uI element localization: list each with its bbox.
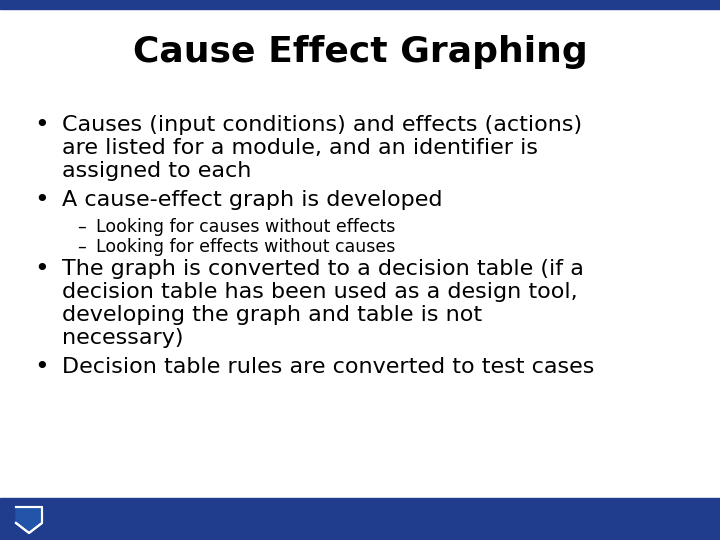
- Text: –: –: [78, 238, 86, 256]
- Text: Decision table rules are converted to test cases: Decision table rules are converted to te…: [62, 357, 595, 377]
- Text: necessary): necessary): [62, 328, 184, 348]
- Text: •: •: [35, 355, 50, 379]
- Text: assigned to each: assigned to each: [62, 161, 251, 181]
- Bar: [0, 0, 720, 9]
- Text: •: •: [35, 188, 50, 212]
- Bar: [6, 501, 52, 537]
- Text: Cause Effect Graphing: Cause Effect Graphing: [132, 35, 588, 69]
- Text: Auburn University: Auburn University: [58, 509, 158, 519]
- Text: •: •: [35, 258, 50, 281]
- Text: The graph is converted to a decision table (if a: The graph is converted to a decision tab…: [62, 259, 584, 279]
- Text: Looking for effects without causes: Looking for effects without causes: [96, 238, 395, 256]
- Text: Looking for causes without effects: Looking for causes without effects: [96, 218, 395, 236]
- Bar: [0, 498, 720, 540]
- Text: A cause-effect graph is developed: A cause-effect graph is developed: [62, 191, 443, 211]
- Text: decision table has been used as a design tool,: decision table has been used as a design…: [62, 282, 577, 302]
- Text: are listed for a module, and an identifier is: are listed for a module, and an identifi…: [62, 138, 538, 158]
- Polygon shape: [16, 507, 42, 533]
- Text: developing the graph and table is not: developing the graph and table is not: [62, 305, 482, 325]
- Text: •: •: [35, 113, 50, 137]
- Text: –: –: [78, 218, 86, 236]
- Text: Computer Science and Software Engineering: Computer Science and Software Engineerin…: [58, 519, 276, 529]
- Text: COMP 6710  Course Notes  Slide 9-22: COMP 6710 Course Notes Slide 9-22: [508, 514, 712, 524]
- Text: Causes (input conditions) and effects (actions): Causes (input conditions) and effects (a…: [62, 116, 582, 136]
